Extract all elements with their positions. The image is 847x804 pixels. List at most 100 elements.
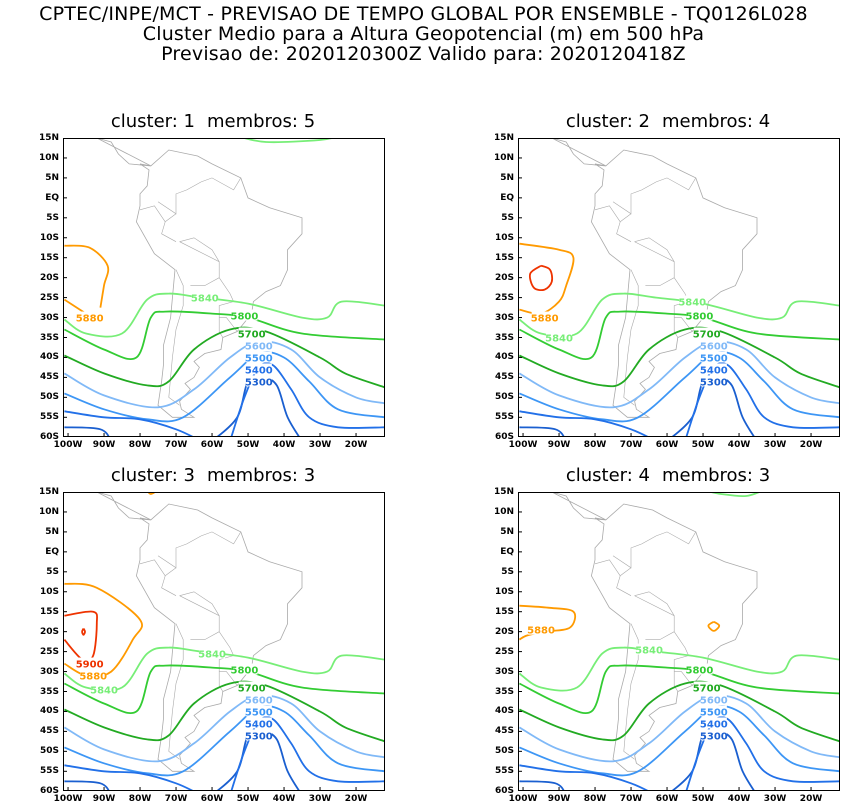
- cluster-panel-1: cluster: 1 membros: 5 15N 10N 5N EQ 5S 10S 15S 20…: [39, 111, 385, 450]
- lat-tick-label: 30S: [39, 312, 59, 323]
- contour-label: 5400: [245, 719, 273, 730]
- contour-5840: [711, 493, 760, 498]
- country-border: [620, 213, 632, 223]
- contour-label: 5840: [545, 334, 573, 345]
- map-area: 5900 5880 5840 5840 5800 5700 5600 5500 5400 5300: [63, 492, 385, 791]
- lat-tick-label: 10S: [494, 586, 514, 597]
- lon-tick-label: 60W: [655, 794, 679, 804]
- lat-tick-label: 60S: [494, 786, 514, 797]
- lat-tick-label: 10S: [39, 586, 59, 597]
- country-border: [634, 241, 675, 286]
- lat-tick-label: 55S: [494, 766, 514, 777]
- panel-title: cluster: 2 membros: 4: [518, 111, 818, 132]
- country-border: [157, 531, 242, 569]
- lat-tick-label: 15N: [493, 487, 514, 497]
- lat-tick-label: 5N: [45, 526, 59, 537]
- contour-label: 5880: [531, 314, 559, 325]
- coastline: [97, 493, 303, 772]
- lon-tick-label: 100W: [53, 794, 83, 804]
- contour-5300: [519, 426, 565, 436]
- contour-5300: [64, 426, 110, 436]
- contour-5900: [529, 264, 554, 292]
- country-border: [673, 631, 693, 686]
- lat-tick-label: 35S: [39, 332, 59, 343]
- contour-label: 5300: [700, 377, 728, 388]
- lat-tick-label: 50S: [39, 746, 59, 757]
- contour-5400: [519, 410, 649, 436]
- lat-tick-label: 5S: [501, 566, 514, 577]
- lat-tick-label: 20S: [39, 272, 59, 283]
- contour-label: 5500: [700, 353, 728, 364]
- contour-label: 5800: [231, 312, 259, 323]
- lat-tick-label: 35S: [494, 686, 514, 697]
- lat-tick-label: 15S: [39, 606, 59, 617]
- contour-5400: [685, 362, 839, 436]
- contour-label: 5400: [700, 719, 728, 730]
- lat-tick-label: 45S: [494, 372, 514, 383]
- lat-tick-label: 45S: [494, 726, 514, 737]
- contour-label: 5700: [238, 684, 266, 695]
- lat-tick-label: 30S: [494, 312, 514, 323]
- contour-5600: [64, 694, 384, 763]
- contour-5880: [707, 620, 721, 632]
- lon-tick-label: 80W: [128, 794, 152, 804]
- lon-tick-label: 40W: [727, 440, 751, 450]
- lat-tick-label: 10S: [39, 232, 59, 243]
- lat-tick-label: 30S: [494, 666, 514, 677]
- contour-5900: [81, 628, 86, 636]
- lon-tick-label: 100W: [53, 440, 83, 450]
- contour-5300: [64, 780, 110, 790]
- lon-tick-label: 30W: [763, 794, 787, 804]
- coastline: [97, 139, 303, 418]
- lat-tick-label: 60S: [39, 786, 59, 797]
- lat-tick-label: 15N: [493, 133, 514, 143]
- lat-tick-label: 5S: [46, 212, 59, 223]
- contour-5700: [519, 326, 839, 389]
- contour-label: 5800: [686, 666, 714, 677]
- map-area: 5880 5840 5800 5700 5600 5500 5400 5300: [63, 138, 385, 437]
- contour-5800: [64, 310, 384, 361]
- cluster-label: cluster: 1: [110, 111, 195, 132]
- lat-tick-label: 5S: [46, 566, 59, 577]
- lat-tick-label: 50S: [494, 746, 514, 757]
- lat-tick-label: 20S: [39, 626, 59, 637]
- country-border: [634, 595, 675, 640]
- country-border: [634, 237, 675, 262]
- contour-5500: [64, 351, 384, 423]
- lat-tick-label: 5S: [501, 212, 514, 223]
- lat-tick-label: 5N: [500, 526, 514, 537]
- lat-tick-label: 55S: [494, 412, 514, 423]
- country-border: [165, 567, 177, 577]
- lon-tick-label: 90W: [547, 440, 571, 450]
- lon-tick-label: 40W: [727, 794, 751, 804]
- lon-tick-label: 50W: [236, 794, 260, 804]
- lat-tick-label: 15N: [38, 487, 59, 497]
- panel-title: cluster: 3 membros: 3: [63, 465, 363, 486]
- lon-tick-label: 20W: [799, 440, 823, 450]
- contour-5400: [64, 764, 194, 790]
- contour-5400: [64, 410, 194, 436]
- lat-tick-label: 10N: [493, 506, 514, 517]
- lat-tick-label: 55S: [39, 412, 59, 423]
- contour-label: 5880: [79, 672, 107, 683]
- country-border: [139, 559, 177, 596]
- lon-tick-label: 60W: [200, 794, 224, 804]
- contour-label: 5600: [245, 341, 273, 352]
- contour-label: 5840: [191, 294, 219, 305]
- contour-5800: [519, 664, 839, 715]
- map-area: 5880 5840 5800 5700 5600 5500 5400 5300: [518, 492, 840, 791]
- lon-tick-label: 80W: [583, 794, 607, 804]
- country-border: [218, 317, 224, 338]
- contour-label: 5840: [678, 298, 706, 309]
- country-border: [594, 559, 632, 596]
- lon-tick-label: 50W: [236, 440, 260, 450]
- lat-tick-label: 55S: [39, 766, 59, 777]
- lat-tick-label: 40S: [39, 352, 59, 363]
- lat-tick-label: 30S: [39, 666, 59, 677]
- country-border: [179, 241, 220, 286]
- lat-tick-label: 10N: [38, 152, 59, 163]
- contour-label: 5700: [693, 330, 721, 341]
- country-border: [218, 631, 238, 686]
- contour-5880: [519, 242, 575, 315]
- forecast-dates: Previsao de: 2020120300Z Valido para: 20…: [161, 43, 686, 65]
